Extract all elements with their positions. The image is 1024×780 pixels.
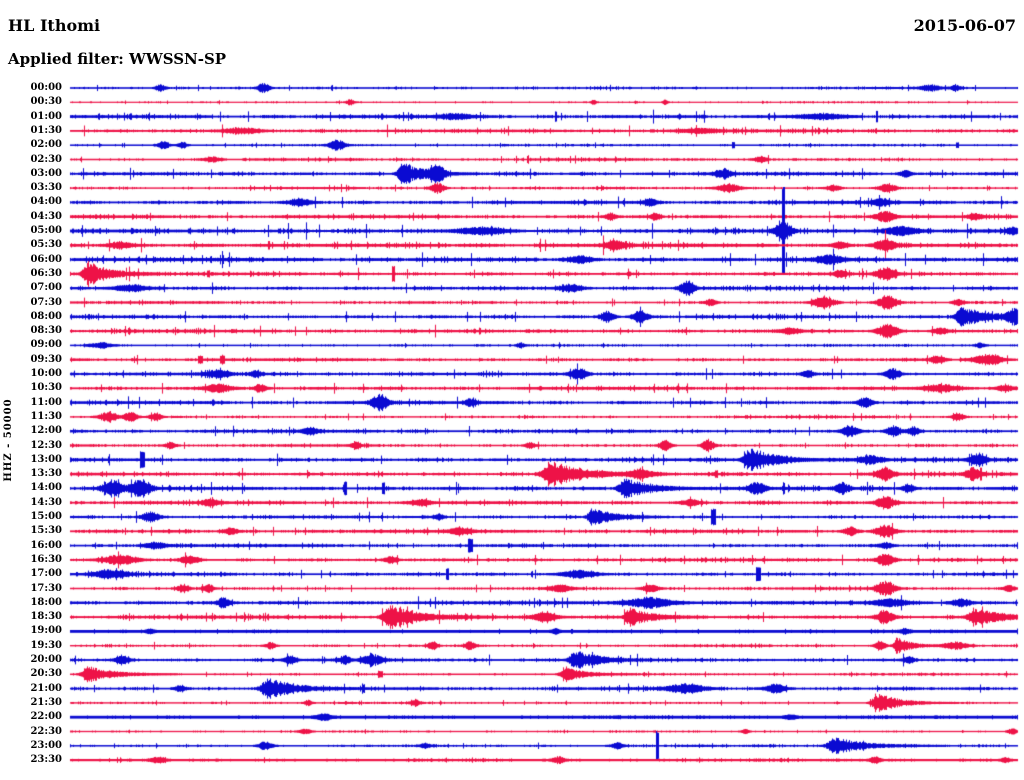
trace-time-label: 13:00 <box>30 453 62 465</box>
trace-time-label: 09:30 <box>30 353 62 365</box>
date-label: 2015-06-07 <box>913 16 1016 35</box>
trace-time-label: 10:00 <box>30 368 62 379</box>
applied-filter-value: WWSSN-SP <box>129 50 227 68</box>
trace-time-label: 13:30 <box>30 468 62 480</box>
trace-time-label: 06:30 <box>30 267 62 279</box>
trace-time-label: 11:30 <box>30 410 62 422</box>
trace-time-label: 19:00 <box>30 625 62 637</box>
trace-time-label: 20:30 <box>30 668 62 680</box>
trace-time-label: 12:00 <box>30 425 62 437</box>
station-title: HL Ithomi <box>8 16 101 35</box>
trace-time-label: 08:00 <box>30 310 62 322</box>
trace-time-label: 12:30 <box>30 439 62 451</box>
trace-time-label: 05:30 <box>30 239 62 251</box>
trace-time-label: 21:00 <box>30 682 62 694</box>
trace-time-label: 16:00 <box>30 539 62 551</box>
trace-time-label: 04:00 <box>30 196 62 208</box>
trace-time-label: 00:00 <box>30 82 62 93</box>
trace-time-label: 18:00 <box>30 596 62 608</box>
trace-time-label: 02:30 <box>30 153 62 165</box>
trace-time-label: 16:30 <box>30 553 62 565</box>
trace-time-label: 07:30 <box>30 296 62 308</box>
trace-time-label: 18:30 <box>30 611 62 623</box>
trace-time-label: 22:30 <box>30 725 62 737</box>
trace-time-label: 23:00 <box>30 739 62 751</box>
trace-time-label: 20:00 <box>30 654 62 665</box>
applied-filter-line: Applied filter: WWSSN-SP <box>8 50 226 68</box>
trace-time-label: 07:00 <box>30 282 62 294</box>
trace-time-label: 23:30 <box>30 754 62 766</box>
trace-time-label: 15:30 <box>30 525 62 537</box>
trace-time-label: 05:00 <box>30 225 62 236</box>
trace-time-label: 01:30 <box>30 124 62 136</box>
trace-time-label: 17:30 <box>30 582 62 594</box>
trace-time-label: 15:00 <box>30 511 62 522</box>
trace-time-label: 03:00 <box>30 167 62 179</box>
trace-time-label: 21:30 <box>30 696 62 708</box>
trace-time-label: 19:30 <box>30 639 62 651</box>
applied-filter-prefix: Applied filter: <box>8 50 124 68</box>
trace-time-label: 08:30 <box>30 325 62 337</box>
trace-time-label: 09:00 <box>30 339 62 351</box>
trace-time-label: 17:00 <box>30 568 62 580</box>
trace-time-label: 00:30 <box>30 96 62 108</box>
trace-time-label: 14:30 <box>30 496 62 508</box>
trace-time-label: 22:00 <box>30 711 62 723</box>
trace-time-label: 11:00 <box>30 396 62 408</box>
trace-time-label: 10:30 <box>30 382 62 394</box>
trace-time-label: 14:00 <box>30 482 62 494</box>
trace-time-label: 02:00 <box>30 139 62 151</box>
trace-time-label: 06:00 <box>30 253 62 265</box>
trace-time-label: 03:30 <box>30 182 62 194</box>
trace-time-label: 01:00 <box>30 110 62 122</box>
time-axis: 00:00 00:30 01:00 01:30 02:00 02:30 03:00 03:30… <box>0 0 64 780</box>
trace-time-label: 04:30 <box>30 210 62 222</box>
